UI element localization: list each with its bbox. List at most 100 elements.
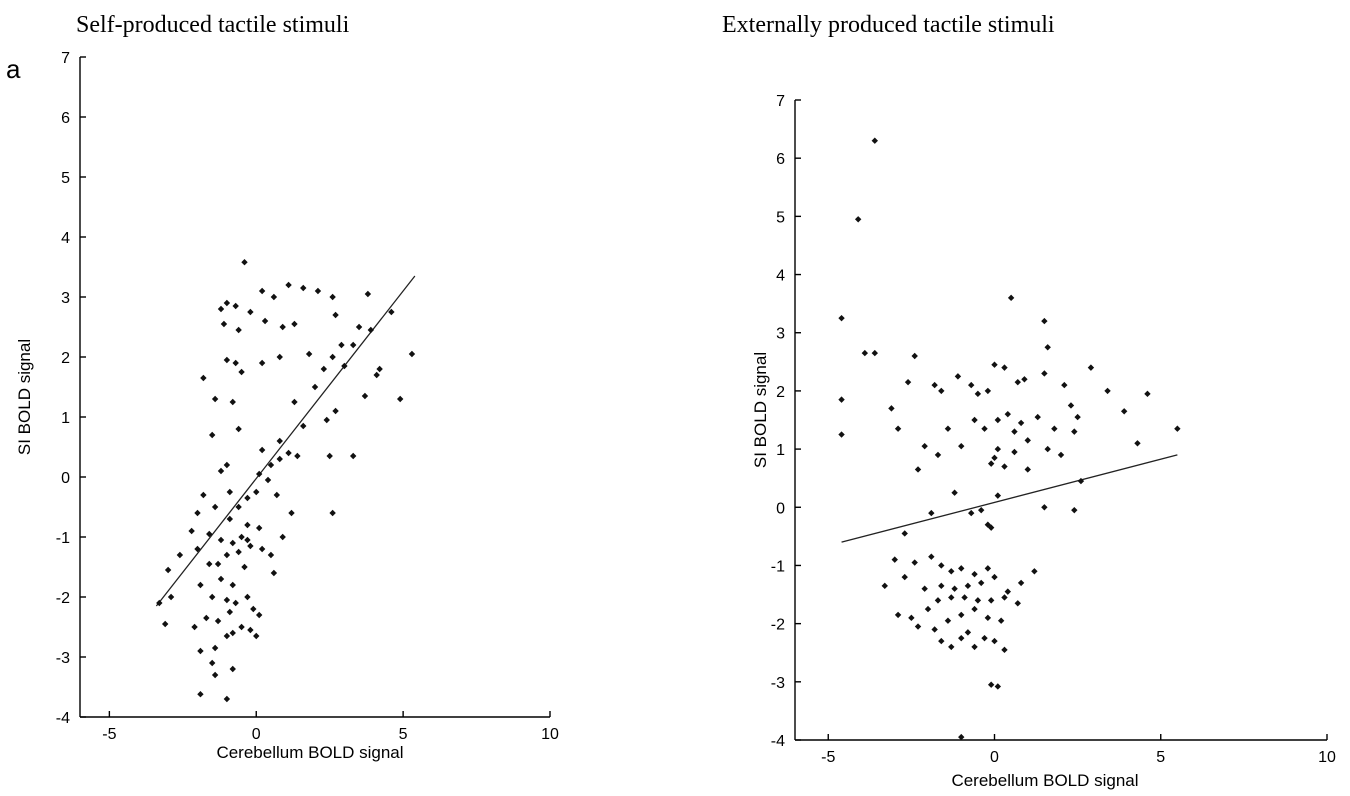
data-point (1174, 425, 1181, 432)
data-point (235, 326, 242, 334)
data-point (194, 545, 201, 553)
data-point (954, 373, 962, 380)
data-point (235, 503, 242, 511)
data-point (255, 470, 263, 478)
data-point (1014, 600, 1021, 607)
data-point (361, 392, 369, 400)
data-point (914, 623, 922, 630)
data-point (211, 503, 219, 511)
data-point (944, 617, 952, 624)
data-point (235, 425, 242, 433)
data-point (1024, 466, 1031, 473)
data-point (311, 383, 319, 391)
data-point (229, 539, 236, 547)
data-point (948, 643, 955, 651)
data-point (253, 488, 260, 496)
data-point (232, 359, 239, 367)
data-point (994, 445, 1002, 453)
data-point (197, 647, 204, 655)
data-point (332, 407, 339, 415)
data-point (971, 605, 978, 613)
data-point (938, 637, 945, 645)
data-point (253, 632, 260, 640)
data-point (904, 378, 912, 386)
data-point (921, 585, 928, 592)
data-point (332, 311, 339, 319)
data-point (285, 281, 292, 289)
data-point (991, 573, 998, 581)
data-point (211, 644, 219, 652)
data-point (273, 491, 281, 499)
data-point (338, 341, 345, 349)
data-point (176, 551, 184, 559)
data-point (341, 362, 348, 370)
data-point (226, 608, 234, 616)
data-point (1061, 381, 1068, 389)
x-axis-label: Cerebellum BOLD signal (951, 771, 1138, 790)
data-point (1104, 387, 1111, 395)
data-point (931, 381, 938, 389)
y-tick-label: -3 (56, 650, 70, 667)
data-point (891, 556, 898, 563)
data-point (1067, 402, 1075, 409)
data-point (408, 350, 416, 358)
data-point (164, 566, 172, 574)
data-point (223, 596, 231, 604)
data-point (974, 390, 982, 398)
data-point (288, 509, 295, 517)
y-tick-label: 4 (61, 230, 70, 247)
data-point (355, 323, 363, 331)
x-tick-label: 0 (990, 749, 999, 766)
data-point (991, 637, 998, 645)
y-tick-label: 3 (61, 290, 70, 307)
regression-line (155, 275, 416, 607)
data-point (994, 416, 1002, 424)
data-point (349, 452, 357, 460)
x-axis-label: Cerebellum BOLD signal (216, 743, 403, 762)
data-point (373, 371, 380, 379)
data-point (247, 542, 254, 550)
y-tick-label: 1 (61, 410, 70, 427)
data-point (901, 530, 908, 537)
x-tick-label: -5 (821, 749, 835, 766)
data-point (1074, 413, 1081, 421)
y-tick-label: -2 (771, 617, 785, 634)
data-point (958, 442, 965, 450)
data-point (971, 643, 978, 651)
data-point (376, 365, 383, 373)
data-point (1001, 364, 1008, 371)
data-point (974, 597, 982, 604)
data-point (323, 416, 330, 424)
data-point (167, 593, 175, 601)
x-tick-label: 5 (399, 726, 408, 743)
y-tick-label: 5 (61, 170, 70, 187)
data-point (223, 461, 231, 469)
data-point (258, 359, 266, 367)
data-point (250, 605, 257, 613)
data-point (958, 634, 965, 642)
y-axis-label: SI BOLD signal (15, 339, 34, 455)
y-tick-label: 4 (776, 268, 785, 285)
data-point (838, 431, 845, 438)
data-point (264, 476, 272, 484)
data-point (894, 425, 902, 432)
data-point (951, 585, 958, 592)
data-point (276, 353, 283, 361)
data-point (938, 562, 945, 569)
data-point (261, 317, 269, 325)
data-point (1144, 390, 1151, 398)
x-tick-label: 10 (1318, 749, 1336, 766)
data-point (911, 352, 918, 360)
data-point (1021, 376, 1028, 383)
data-point (232, 302, 239, 310)
data-point (987, 460, 995, 467)
data-point (200, 491, 207, 499)
data-point (1034, 413, 1041, 421)
data-point (854, 216, 862, 223)
data-point (214, 560, 222, 568)
data-point (938, 582, 945, 590)
data-point (241, 259, 248, 266)
data-point (217, 305, 225, 313)
data-point (961, 594, 968, 601)
data-point (349, 341, 357, 349)
